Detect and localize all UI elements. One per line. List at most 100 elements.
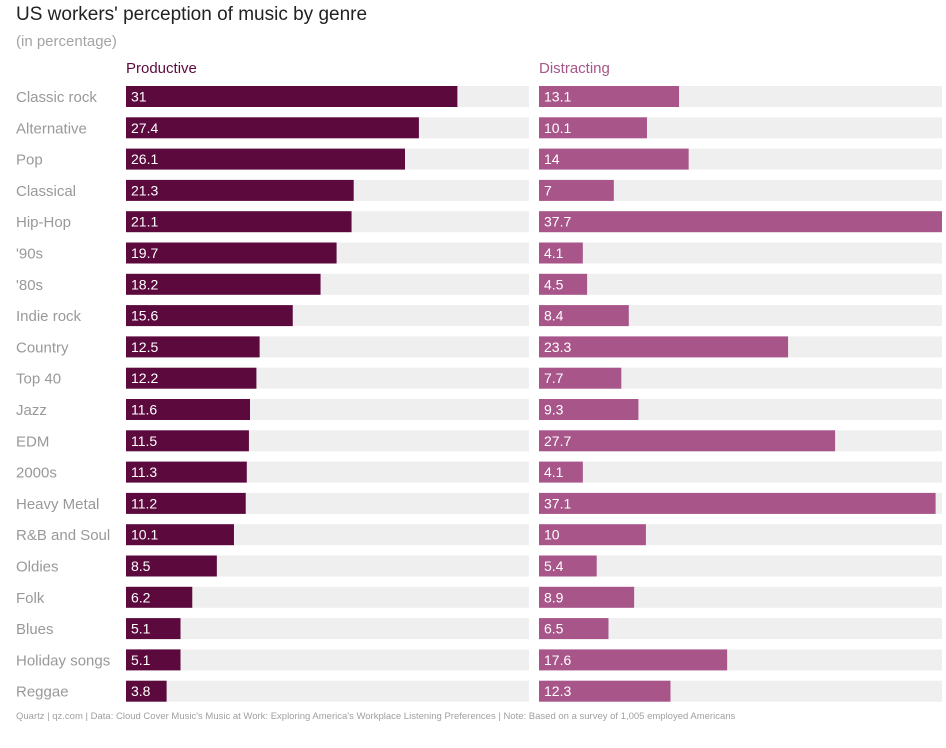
distracting-bar-heavy-metal	[539, 492, 936, 514]
distracting-value-label-90s: 4.1	[544, 245, 564, 261]
distracting-series-header: Distracting	[539, 60, 610, 77]
distracting-bar-hip-hop	[539, 211, 942, 233]
distracting-value-label-country: 23.3	[544, 339, 571, 355]
distracting-bar-indie-rock	[539, 305, 629, 327]
productive-value-label-classic-rock: 31	[131, 89, 147, 105]
category-label-country: Country	[16, 339, 69, 356]
productive-value-label-pop: 26.1	[131, 151, 158, 167]
distracting-value-label-blues: 6.5	[544, 621, 564, 637]
category-label-oldies: Oldies	[16, 559, 59, 576]
productive-value-label-indie-rock: 15.6	[131, 308, 158, 324]
distracting-track-80s	[539, 273, 942, 295]
productive-bar-hip-hop	[126, 211, 352, 233]
category-label-alternative: Alternative	[16, 120, 87, 137]
distracting-value-label-80s: 4.5	[544, 276, 564, 292]
distracting-track-top-40	[539, 367, 942, 389]
source-footer: Quartz | qz.com | Data: Cloud Cover Musi…	[16, 711, 736, 722]
productive-bar-alternative	[126, 117, 419, 139]
category-label-blues: Blues	[16, 621, 54, 638]
distracting-value-label-edm: 27.7	[544, 433, 571, 449]
category-label-folk: Folk	[16, 590, 45, 607]
category-label-reggae: Reggae	[16, 684, 69, 701]
distracting-bar-alternative	[539, 117, 647, 139]
productive-bar-classical	[126, 179, 354, 201]
productive-series-header: Productive	[126, 60, 197, 77]
chart-title: US workers' perception of music by genre	[16, 4, 368, 25]
chart-subtitle: (in percentage)	[16, 33, 117, 50]
category-label-top-40: Top 40	[16, 371, 61, 388]
distracting-bar-90s	[539, 242, 583, 264]
productive-value-label-classical: 21.3	[131, 182, 158, 198]
distracting-value-label-2000s: 4.1	[544, 464, 564, 480]
category-label-holiday-songs: Holiday songs	[16, 652, 110, 669]
productive-value-label-oldies: 8.5	[131, 558, 151, 574]
productive-bar-pop	[126, 148, 405, 170]
distracting-value-label-r-b-and-soul: 10	[544, 527, 560, 543]
distracting-bar-jazz	[539, 399, 639, 420]
productive-value-label-heavy-metal: 11.2	[131, 495, 157, 511]
distracting-value-label-heavy-metal: 37.1	[544, 495, 571, 511]
distracting-value-label-pop: 14	[544, 151, 560, 167]
productive-value-label-jazz: 11.6	[131, 402, 157, 418]
category-label-90s: '90s	[16, 246, 43, 263]
distracting-track-indie-rock	[539, 305, 942, 327]
productive-bar-folk	[126, 586, 193, 608]
category-label-jazz: Jazz	[16, 402, 47, 419]
distracting-bar-folk	[539, 586, 635, 608]
productive-bar-country	[126, 336, 260, 358]
category-label-edm: EDM	[16, 433, 49, 450]
distracting-bar-r-b-and-soul	[539, 524, 646, 546]
productive-value-label-2000s: 11.3	[131, 464, 157, 480]
productive-value-label-blues: 5.1	[131, 621, 151, 637]
productive-bar-reggae	[126, 680, 167, 702]
productive-bar-oldies	[126, 555, 217, 577]
distracting-bar-top-40	[539, 367, 622, 389]
category-label-classic-rock: Classic rock	[16, 89, 97, 106]
category-label-2000s: 2000s	[16, 465, 57, 482]
productive-track-reggae	[126, 680, 529, 702]
distracting-track-oldies	[539, 555, 942, 577]
distracting-track-90s	[539, 242, 942, 264]
distracting-value-label-hip-hop: 37.7	[544, 214, 571, 230]
distracting-bar-classical	[539, 179, 614, 201]
productive-bar-indie-rock	[126, 305, 293, 327]
productive-value-label-80s: 18.2	[131, 276, 158, 292]
productive-value-label-reggae: 3.8	[131, 683, 151, 699]
distracting-value-label-top-40: 7.7	[544, 370, 564, 386]
distracting-track-blues	[539, 618, 942, 640]
category-label-hip-hop: Hip-Hop	[16, 214, 71, 231]
distracting-bar-oldies	[539, 555, 597, 577]
productive-value-label-hip-hop: 21.1	[131, 214, 158, 230]
distracting-value-label-folk: 8.9	[544, 589, 564, 605]
category-label-pop: Pop	[16, 152, 43, 169]
productive-track-folk	[126, 586, 529, 608]
distracting-bar-reggae	[539, 680, 671, 702]
productive-value-label-country: 12.5	[131, 339, 158, 355]
distracting-bar-classic-rock	[539, 86, 680, 107]
distracting-track-classical	[539, 179, 942, 201]
productive-value-label-folk: 6.2	[131, 589, 151, 605]
category-label-r-b-and-soul: R&B and Soul	[16, 527, 110, 544]
category-label-heavy-metal: Heavy Metal	[16, 496, 99, 513]
productive-value-label-edm: 11.5	[131, 433, 157, 449]
productive-value-label-holiday-songs: 5.1	[131, 652, 151, 668]
distracting-value-label-indie-rock: 8.4	[544, 308, 564, 324]
distracting-track-folk	[539, 586, 942, 608]
productive-bar-r-b-and-soul	[126, 524, 234, 546]
distracting-bar-80s	[539, 273, 588, 295]
productive-value-label-r-b-and-soul: 10.1	[131, 527, 158, 543]
productive-bar-80s	[126, 273, 321, 295]
distracting-bar-2000s	[539, 461, 583, 483]
distracting-track-jazz	[539, 399, 942, 420]
productive-value-label-alternative: 27.4	[131, 120, 158, 136]
distracting-value-label-reggae: 12.3	[544, 683, 571, 699]
distracting-value-label-alternative: 10.1	[544, 120, 571, 136]
productive-bar-classic-rock	[126, 86, 458, 107]
distracting-bar-edm	[539, 430, 836, 452]
productive-bar-2000s	[126, 461, 247, 483]
productive-bar-jazz	[126, 399, 250, 420]
distracting-value-label-classic-rock: 13.1	[544, 89, 571, 105]
category-label-indie-rock: Indie rock	[16, 308, 82, 325]
category-label-classical: Classical	[16, 183, 76, 200]
